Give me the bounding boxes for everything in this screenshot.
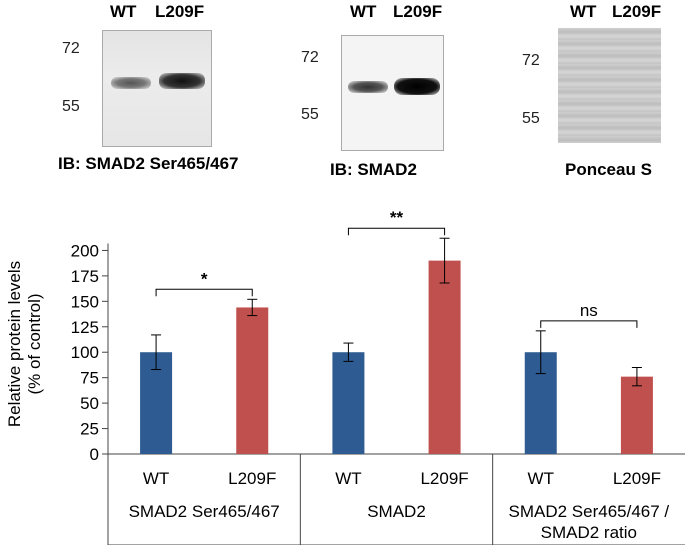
blot2-marker-55: 55 [301,106,319,123]
y-tick-label: 25 [80,420,99,439]
x-category-label: L209F [420,469,468,488]
y-tick-label: 0 [90,445,99,464]
y-tick-label: 125 [71,318,99,337]
blot2-image [341,35,444,151]
blot1-lane-l209f: L209F [155,2,205,21]
x-category-label: WT [143,469,169,488]
group-label: SMAD2 [367,502,426,521]
group-label: SMAD2 Ser465/467 [129,502,280,521]
blot2-lane-l209f: L209F [393,2,443,21]
blot1-lane-wt: WT [110,2,137,21]
blot2-caption: IB: SMAD2 [330,160,417,179]
y-tick-label: 150 [71,292,99,311]
group-label: SMAD2 Ser465/467 / [509,502,670,521]
significance-bracket [540,320,638,328]
blot2-lane-wt: WT [350,2,377,21]
blot1-marker-72: 72 [62,40,80,57]
bar-l209f [236,307,269,454]
blot3-marker-72: 72 [522,52,540,69]
y-axis-label-line1: Relative protein levels [5,261,24,427]
y-tick-label: 50 [80,394,99,413]
blot3-caption: Ponceau S [565,160,652,179]
x-category-label: WT [335,469,361,488]
y-tick-label: 75 [80,369,99,388]
group-label-line2: SMAD2 ratio [541,523,637,542]
significance-label: ns [580,301,598,320]
blot1-marker-55: 55 [62,98,80,115]
significance-label: * [201,269,208,288]
bar-l209f [620,376,653,454]
y-axis-label-line2: (% of control) [25,293,44,394]
y-tick-label: 200 [71,241,99,260]
blot1-image [102,30,212,147]
x-category-label: WT [528,469,554,488]
significance-bracket [155,288,253,297]
blot1-caption: IB: SMAD2 Ser465/467 [58,154,239,173]
x-category-label: L209F [228,469,276,488]
blot3-image [558,28,661,143]
bar-wt [332,352,365,454]
blot3-lane-l209f: L209F [612,2,662,21]
significance-label: ** [390,208,404,227]
blot3-marker-55: 55 [522,110,540,127]
y-tick-label: 100 [71,343,99,362]
significance-bracket [347,227,446,236]
x-category-label: L209F [613,469,661,488]
y-tick-label: 175 [71,267,99,286]
bar-l209f [428,260,461,454]
blot2-marker-72: 72 [301,49,319,66]
blot3-lane-wt: WT [570,2,597,21]
